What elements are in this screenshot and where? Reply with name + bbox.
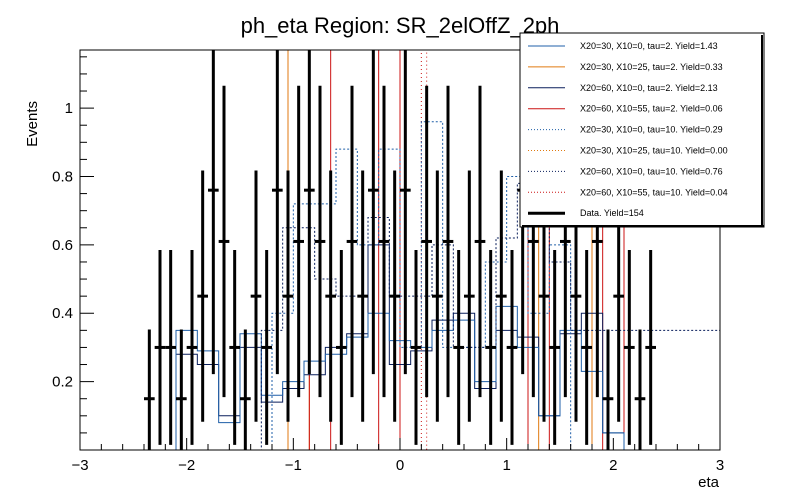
y-tick-label: 0.6 (52, 237, 73, 254)
data-point (506, 250, 518, 445)
chart-title: ph_eta Region: SR_2elOffZ_2ph (241, 13, 560, 38)
data-point (442, 85, 454, 398)
data-point (261, 250, 272, 445)
legend-entry: X20=60, X10=0, tau=2. Yield=2.13 (528, 83, 718, 93)
x-tick-label: −1 (285, 457, 302, 474)
x-axis-label: eta (698, 474, 720, 491)
legend-entry: X20=60, X10=0, tau=10. Yield=0.76 (528, 166, 723, 176)
data-point (208, 50, 219, 375)
legend-entry: Data. Yield=154 (528, 208, 644, 218)
legend-entry: X20=30, X10=25, tau=10. Yield=0.00 (528, 146, 728, 156)
axis-ticks (79, 56, 721, 450)
data-point (293, 85, 304, 398)
data-point (325, 170, 336, 422)
y-tick-label: 0.4 (52, 305, 73, 322)
data-point (176, 329, 187, 450)
data-point (432, 170, 443, 422)
y-tick-label: 1 (65, 100, 73, 117)
legend-entry: X20=60, X10=55, tau=2. Yield=0.06 (528, 104, 723, 114)
signal-series-7 (80, 121, 720, 451)
data-points (144, 50, 656, 450)
data-point (602, 329, 614, 450)
data-point (144, 329, 155, 450)
data-point (357, 170, 368, 422)
data-point (453, 250, 464, 445)
legend: X20=30, X10=0, tau=2. Yield=1.43 X20=30, … (519, 32, 765, 228)
data-point (421, 85, 432, 398)
data-point (218, 85, 230, 398)
data-point (645, 250, 656, 445)
data-point (581, 250, 592, 445)
data-point (154, 250, 166, 445)
legend-entry: X20=60, X10=55, tau=10. Yield=0.04 (528, 187, 728, 197)
data-point (272, 50, 283, 375)
legend-label: X20=60, X10=0, tau=10. Yield=0.76 (580, 166, 723, 176)
data-point (197, 170, 208, 422)
data-point (250, 170, 262, 422)
legend-label: X20=30, X10=0, tau=10. Yield=0.29 (580, 125, 723, 135)
data-point (165, 250, 176, 445)
data-point (624, 250, 635, 445)
data-point (282, 170, 294, 422)
x-tick-label: −3 (71, 457, 88, 474)
legend-box (519, 32, 765, 228)
legend-label: X20=30, X10=25, tau=10. Yield=0.00 (580, 146, 728, 156)
data-point (314, 85, 326, 398)
data-point (186, 250, 198, 445)
x-tick-label: 3 (716, 457, 724, 474)
x-tick-label: 2 (609, 457, 617, 474)
legend-label: X20=60, X10=55, tau=2. Yield=0.06 (580, 104, 723, 114)
legend-label: X20=30, X10=25, tau=2. Yield=0.33 (580, 62, 723, 72)
legend-label: X20=30, X10=0, tau=2. Yield=1.43 (580, 41, 718, 51)
data-point (240, 329, 251, 450)
data-point (229, 250, 240, 445)
legend-entry: X20=30, X10=25, tau=2. Yield=0.33 (528, 62, 723, 72)
y-tick-labels: 0.2 0.4 0.6 0.8 1 (52, 100, 73, 391)
data-point (368, 50, 379, 375)
data-point (485, 250, 496, 445)
data-point (464, 170, 475, 422)
data-point (634, 329, 646, 450)
signal-series-6 (80, 305, 720, 451)
data-point (304, 50, 315, 375)
data-point (474, 85, 486, 398)
data-point (336, 250, 347, 445)
x-tick-label: −2 (178, 457, 195, 474)
legend-label: X20=60, X10=0, tau=2. Yield=2.13 (580, 83, 718, 93)
y-tick-label: 0.8 (52, 168, 73, 185)
data-point (378, 85, 390, 398)
data-point (410, 250, 422, 445)
data-point (389, 170, 400, 422)
legend-label: Data. Yield=154 (580, 208, 644, 218)
x-tick-label: 0 (396, 457, 404, 474)
legend-entry: X20=30, X10=0, tau=2. Yield=1.43 (528, 41, 718, 51)
y-tick-label: 0.2 (52, 374, 73, 391)
data-point (400, 50, 411, 375)
x-tick-label: 1 (502, 457, 510, 474)
data-point (346, 85, 358, 398)
legend-entry: X20=30, X10=0, tau=10. Yield=0.29 (528, 125, 723, 135)
data-point (549, 250, 560, 445)
data-point (496, 170, 507, 422)
y-axis-label: Events (24, 101, 41, 147)
x-tick-labels: −3 −2 −1 0 1 2 3 (71, 457, 724, 474)
legend-label: X20=60, X10=55, tau=10. Yield=0.04 (580, 187, 728, 197)
